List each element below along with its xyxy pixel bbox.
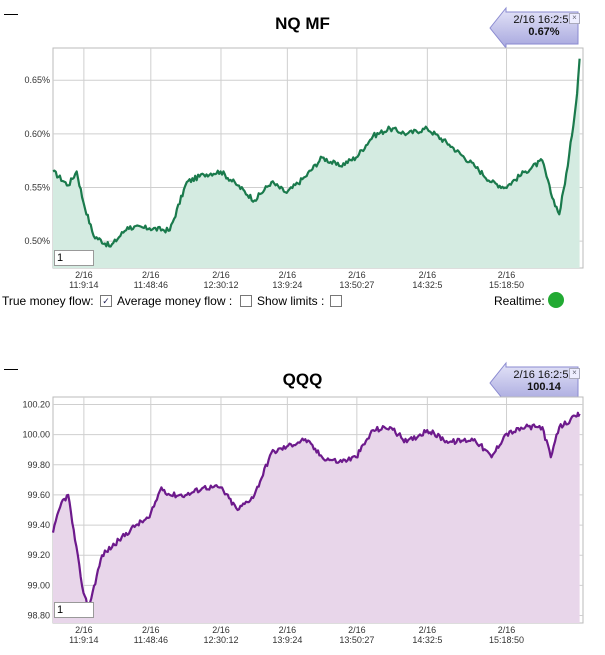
y-tick-label: 0.55% (24, 183, 50, 193)
y-tick-label: 100.00 (22, 430, 50, 440)
close-icon[interactable]: × (569, 13, 580, 24)
x-tick-time: 14:32:5 (412, 635, 442, 645)
series-area (53, 412, 580, 623)
chart-panel-qqq: QQQ 2/16 16:2:52 100.14 × 98.80 99.00 99.2… (0, 360, 605, 655)
chart-panel-nqmf: NQ MF 2/16 16:2:52 0.67% × 0.50% 0.55% 0.6… (0, 0, 605, 320)
x-tick-date: 2/16 (419, 625, 437, 635)
x-tick-date: 2/16 (279, 625, 297, 635)
x-tick-time: 15:18:50 (489, 635, 524, 645)
x-tick-date: 2/16 (75, 625, 93, 635)
y-tick-label: 98.80 (27, 610, 50, 620)
true-money-flow-checkbox[interactable]: ✓ (100, 295, 112, 307)
y-tick-label: 99.20 (27, 550, 50, 560)
y-tick-label: 0.60% (24, 129, 50, 139)
callout-value: 100.14 (527, 381, 561, 393)
x-tick-time: 14:32:5 (412, 280, 442, 290)
x-tick-time: 13:9:24 (272, 280, 302, 290)
series-line (52, 58, 581, 248)
x-tick-date: 2/16 (348, 625, 366, 635)
y-tick-label: 0.50% (24, 236, 50, 246)
x-tick-date: 2/16 (498, 625, 516, 635)
x-tick-time: 11:48:46 (134, 635, 168, 645)
callout-text: 2/16 16:2:52 100.14 (506, 369, 582, 393)
series-area (53, 58, 580, 269)
period-input[interactable]: 1 (54, 602, 94, 618)
callout-time: 2/16 16:2:52 (513, 369, 575, 381)
x-tick-time: 12:30:12 (203, 280, 238, 290)
chart-plot-qqq[interactable]: 98.80 99.00 99.20 99.40 99.60 99.80 100.00 100.… (0, 360, 605, 655)
value-callout: 2/16 16:2:52 0.67% × (488, 6, 584, 50)
average-money-flow-checkbox[interactable] (240, 295, 252, 307)
x-tick-date: 2/16 (212, 270, 230, 280)
x-tick-date: 2/16 (75, 270, 93, 280)
controls-row: True money flow: ✓ Average money flow : … (0, 292, 605, 309)
show-limits-checkbox[interactable] (330, 295, 342, 307)
realtime-status-icon[interactable] (548, 292, 564, 308)
y-tick-label: 99.80 (27, 460, 50, 470)
close-icon[interactable]: × (569, 368, 580, 379)
value-callout: 2/16 16:2:52 100.14 × (488, 361, 584, 405)
y-tick-label: 99.40 (27, 520, 50, 530)
x-tick-date: 2/16 (348, 270, 366, 280)
x-tick-date: 2/16 (212, 625, 230, 635)
average-money-flow-label: Average money flow : (117, 294, 233, 308)
callout-time: 2/16 16:2:52 (513, 14, 575, 26)
callout-arrow-shape (489, 6, 579, 50)
x-tick-date: 2/16 (498, 270, 516, 280)
chart-title: QQQ (282, 370, 323, 389)
collapse-dash-icon[interactable] (4, 14, 18, 15)
y-tick-label: 100.20 (22, 400, 50, 410)
x-tick-date: 2/16 (142, 270, 160, 280)
x-tick-time: 12:30:12 (203, 635, 238, 645)
x-tick-time: 11:9:14 (69, 635, 98, 645)
x-tick-date: 2/16 (279, 270, 297, 280)
x-tick-time: 11:9:14 (69, 280, 98, 290)
y-tick-label: 0.65% (24, 75, 50, 85)
collapse-dash-icon[interactable] (4, 369, 18, 370)
true-money-flow-label: True money flow: (2, 294, 94, 308)
x-tick-time: 13:9:24 (272, 635, 302, 645)
x-tick-time: 11:48:46 (134, 280, 168, 290)
series-line (51, 411, 581, 609)
y-tick-label: 99.00 (27, 580, 50, 590)
show-limits-label: Show limits : (257, 294, 325, 308)
x-tick-date: 2/16 (142, 625, 160, 635)
x-tick-time: 15:18:50 (489, 280, 524, 290)
callout-text: 2/16 16:2:52 0.67% (506, 14, 582, 38)
y-tick-label: 99.60 (27, 490, 50, 500)
chart-plot-nqmf[interactable]: 0.50%0.55%0.60%0.65%2/1611:9:142/1611:48… (0, 0, 605, 292)
x-tick-time: 13:50:27 (339, 280, 374, 290)
chart-title: NQ MF (275, 14, 330, 33)
x-tick-time: 13:50:27 (339, 635, 374, 645)
x-tick-date: 2/16 (419, 270, 437, 280)
callout-value: 0.67% (528, 26, 560, 38)
realtime-label: Realtime: (494, 294, 545, 308)
period-input[interactable]: 1 (54, 250, 94, 266)
